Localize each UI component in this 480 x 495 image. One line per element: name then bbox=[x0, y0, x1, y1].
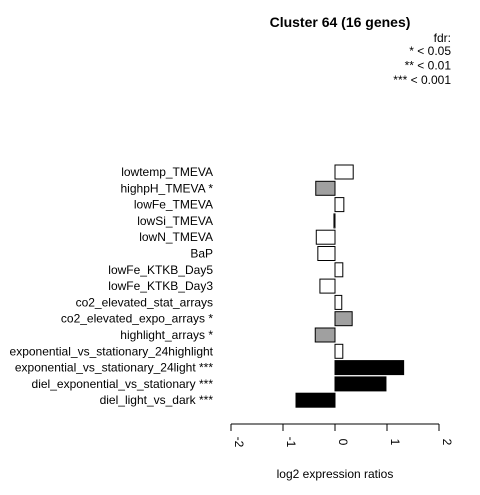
bar bbox=[334, 197, 345, 213]
category-label: BaP bbox=[190, 247, 213, 261]
bar bbox=[317, 246, 336, 261]
bar bbox=[334, 294, 343, 310]
category-label: co2_elevated_expo_arrays * bbox=[61, 312, 213, 326]
category-label: diel_exponential_vs_stationary *** bbox=[32, 377, 214, 391]
bars-group bbox=[295, 164, 405, 408]
category-label: lowN_TMEVA bbox=[139, 230, 213, 244]
bar bbox=[334, 376, 387, 392]
x-tick-label: 0 bbox=[336, 439, 350, 446]
bar bbox=[315, 180, 336, 196]
bar bbox=[334, 343, 344, 359]
category-label: highlight_arrays * bbox=[120, 328, 213, 342]
x-tick-label: -1 bbox=[284, 437, 298, 448]
legend: fdr:* < 0.05** < 0.01*** < 0.001 bbox=[393, 31, 451, 87]
category-labels: lowtemp_TMEVA highpH_TMEVA * lowFe_TMEVAlo… bbox=[10, 165, 214, 407]
legend-entry: *** < 0.001 bbox=[393, 73, 451, 87]
category-label: lowtemp_TMEVA bbox=[121, 165, 213, 179]
bar bbox=[333, 213, 336, 229]
legend-entry: ** < 0.01 bbox=[405, 59, 452, 73]
category-label: co2_elevated_stat_arrays bbox=[76, 295, 213, 309]
category-label: highpH_TMEVA * bbox=[121, 181, 214, 195]
category-label: lowFe_TMEVA bbox=[134, 198, 213, 212]
category-label: lowFe_KTKB_Day5 bbox=[108, 263, 213, 277]
bar bbox=[314, 327, 336, 343]
bar bbox=[295, 392, 336, 408]
chart-title: Cluster 64 (16 genes) bbox=[270, 14, 411, 30]
category-label: lowSi_TMEVA bbox=[137, 214, 213, 228]
bar bbox=[334, 360, 405, 376]
bar bbox=[334, 262, 344, 278]
category-label: exponential_vs_stationary_24light *** bbox=[15, 361, 213, 375]
bar bbox=[334, 311, 353, 327]
bar bbox=[315, 229, 336, 245]
x-axis-label: log2 expression ratios bbox=[277, 467, 394, 481]
legend-entry: * < 0.05 bbox=[409, 44, 451, 58]
legend-title: fdr: bbox=[434, 31, 451, 45]
category-label: lowFe_KTKB_Day3 bbox=[108, 279, 213, 293]
category-label: exponential_vs_stationary_24highlight bbox=[10, 344, 214, 358]
bar bbox=[319, 278, 336, 294]
x-tick-label: -2 bbox=[232, 437, 246, 448]
x-tick-label: 1 bbox=[388, 439, 402, 446]
x-tick-label: 2 bbox=[440, 439, 454, 446]
bar bbox=[334, 164, 354, 180]
x-axis: -2 -1 0 1 2 bbox=[230, 423, 454, 448]
category-label: diel_light_vs_dark *** bbox=[100, 393, 214, 407]
